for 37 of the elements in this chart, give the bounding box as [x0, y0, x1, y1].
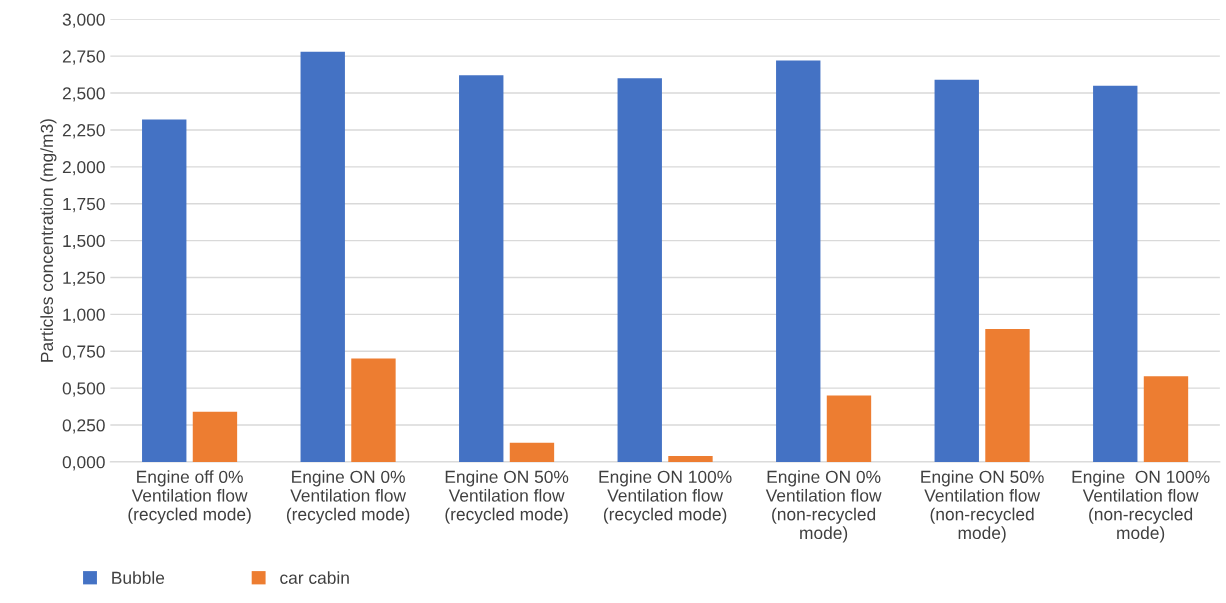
- y-tick-label: 2,750: [62, 50, 105, 65]
- x-tick-label: Engine off 0% Ventilation flow (recycled mode): [128, 470, 251, 524]
- x-tick-label: Engine ON 50% Ventilation flow (recycled mode): [445, 470, 569, 524]
- x-tick-label: Engine ON 100% Ventilation flow (recycled mode): [599, 470, 732, 524]
- bar: [192, 411, 238, 462]
- y-tick-label: 0,000: [62, 456, 105, 471]
- y-tick-label: 2,000: [62, 161, 105, 176]
- legend-label: Bubble: [112, 571, 165, 584]
- bar: [776, 60, 821, 462]
- bar: [617, 78, 662, 462]
- x-tick-label: Engine ON 100% Ventilation flow (non-recycled mode): [1072, 470, 1210, 543]
- y-tick-label: 1,250: [63, 271, 105, 286]
- bar: [509, 442, 555, 462]
- legend-label: car cabin: [280, 571, 349, 584]
- bar: [934, 79, 979, 462]
- bar: [142, 119, 187, 462]
- bar: [1093, 85, 1138, 462]
- x-tick-label: Engine ON 0% Ventilation flow (recycled mode): [286, 470, 410, 524]
- bar: [459, 75, 504, 462]
- y-tick-label: 0,750: [62, 345, 105, 360]
- bar: [985, 329, 1030, 462]
- bar: [351, 358, 396, 462]
- y-tick-label: 2,250: [62, 124, 105, 139]
- bar: [300, 51, 345, 462]
- x-tick-label: Engine ON 50% Ventilation flow (non-recycled mode): [921, 470, 1044, 543]
- y-tick-label: 0,500: [62, 382, 105, 397]
- x-tick-label: Engine ON 0% Ventilation flow (non-recycled mode): [765, 470, 882, 543]
- y-tick-label: 3,000: [62, 13, 105, 28]
- bar: [1143, 376, 1189, 462]
- y-tick-label: 2,500: [62, 87, 105, 102]
- bar: [668, 456, 713, 462]
- y-tick-label: 1,500: [63, 234, 105, 250]
- y-tick-label: 1,750: [63, 197, 105, 213]
- bar: [826, 395, 872, 462]
- y-axis-title: Particles concentration (mg/m3): [40, 119, 57, 362]
- y-tick-label: 0,250: [62, 419, 105, 434]
- y-tick-label: 1,000: [63, 308, 105, 323]
